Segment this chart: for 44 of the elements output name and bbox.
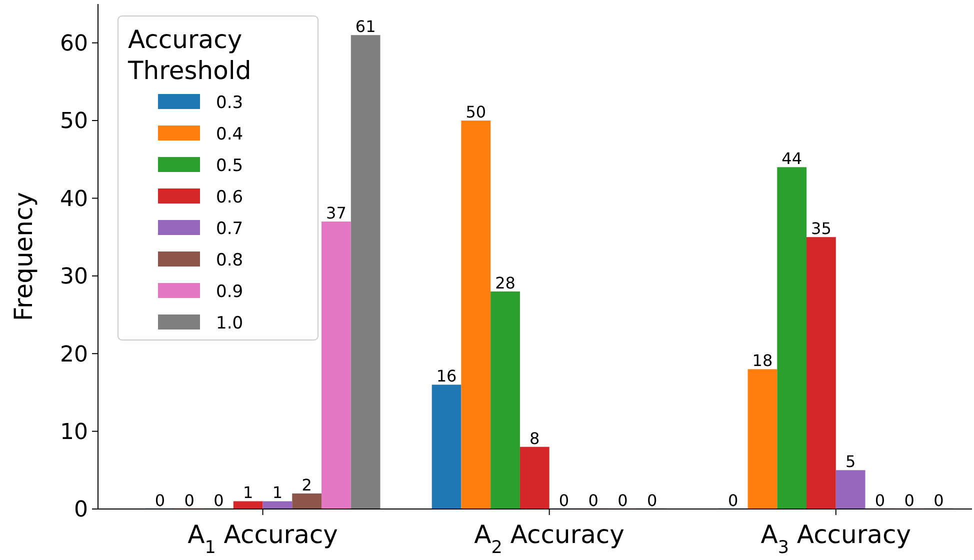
data-label: 0	[874, 491, 886, 510]
data-label: 0	[647, 491, 658, 510]
data-label: 28	[495, 273, 516, 292]
y-tick-label: 40	[60, 186, 88, 212]
legend-label: 0.7	[216, 219, 244, 239]
data-label: 0	[154, 491, 166, 510]
x-tick-label: A$_{2}$ Accuracy	[474, 520, 625, 558]
data-label: 1	[272, 483, 283, 502]
data-label: 2	[302, 475, 312, 494]
data-label: 0	[618, 491, 628, 510]
data-label: 61	[355, 17, 376, 36]
legend-title: Accuracy Threshold	[127, 25, 252, 85]
legend-label: 0.3	[216, 93, 244, 113]
data-label: 0	[934, 491, 944, 510]
data-label: 37	[326, 204, 346, 223]
y-tick-label: 10	[60, 420, 88, 446]
legend-label: 0.4	[216, 124, 244, 144]
data-label: 35	[811, 219, 832, 238]
legend-label: 0.5	[216, 156, 244, 176]
data-label: 44	[782, 149, 802, 168]
data-label: 0	[558, 491, 570, 510]
data-label: 16	[436, 366, 457, 386]
data-label: 0	[214, 491, 224, 510]
data-label: 0	[184, 491, 194, 510]
data-label: 8	[530, 428, 540, 448]
data-label: 1	[242, 483, 254, 502]
legend-label: 1.0	[216, 314, 244, 334]
y-tick-label: 60	[60, 32, 88, 57]
y-tick-label: 20	[60, 342, 88, 368]
data-label: 0	[904, 491, 914, 510]
y-tick-label: 0	[74, 498, 88, 523]
data-label: 0	[728, 491, 738, 510]
legend-label: 0.6	[216, 188, 244, 208]
data-label: 5	[845, 452, 856, 472]
legend-label: 0.9	[216, 282, 244, 302]
data-label: 18	[752, 351, 773, 370]
y-tick-label: 50	[60, 109, 88, 134]
y-tick-label: 30	[60, 264, 88, 290]
data-label: 50	[466, 102, 486, 122]
data-label: 0	[588, 491, 598, 510]
x-tick-label: A$_{3}$ Accuracy	[760, 520, 912, 558]
legend-label: 0.8	[216, 250, 244, 270]
y-axis-title: Frequency	[9, 192, 38, 322]
x-tick-label: A$_{1}$ Accuracy	[188, 520, 338, 558]
